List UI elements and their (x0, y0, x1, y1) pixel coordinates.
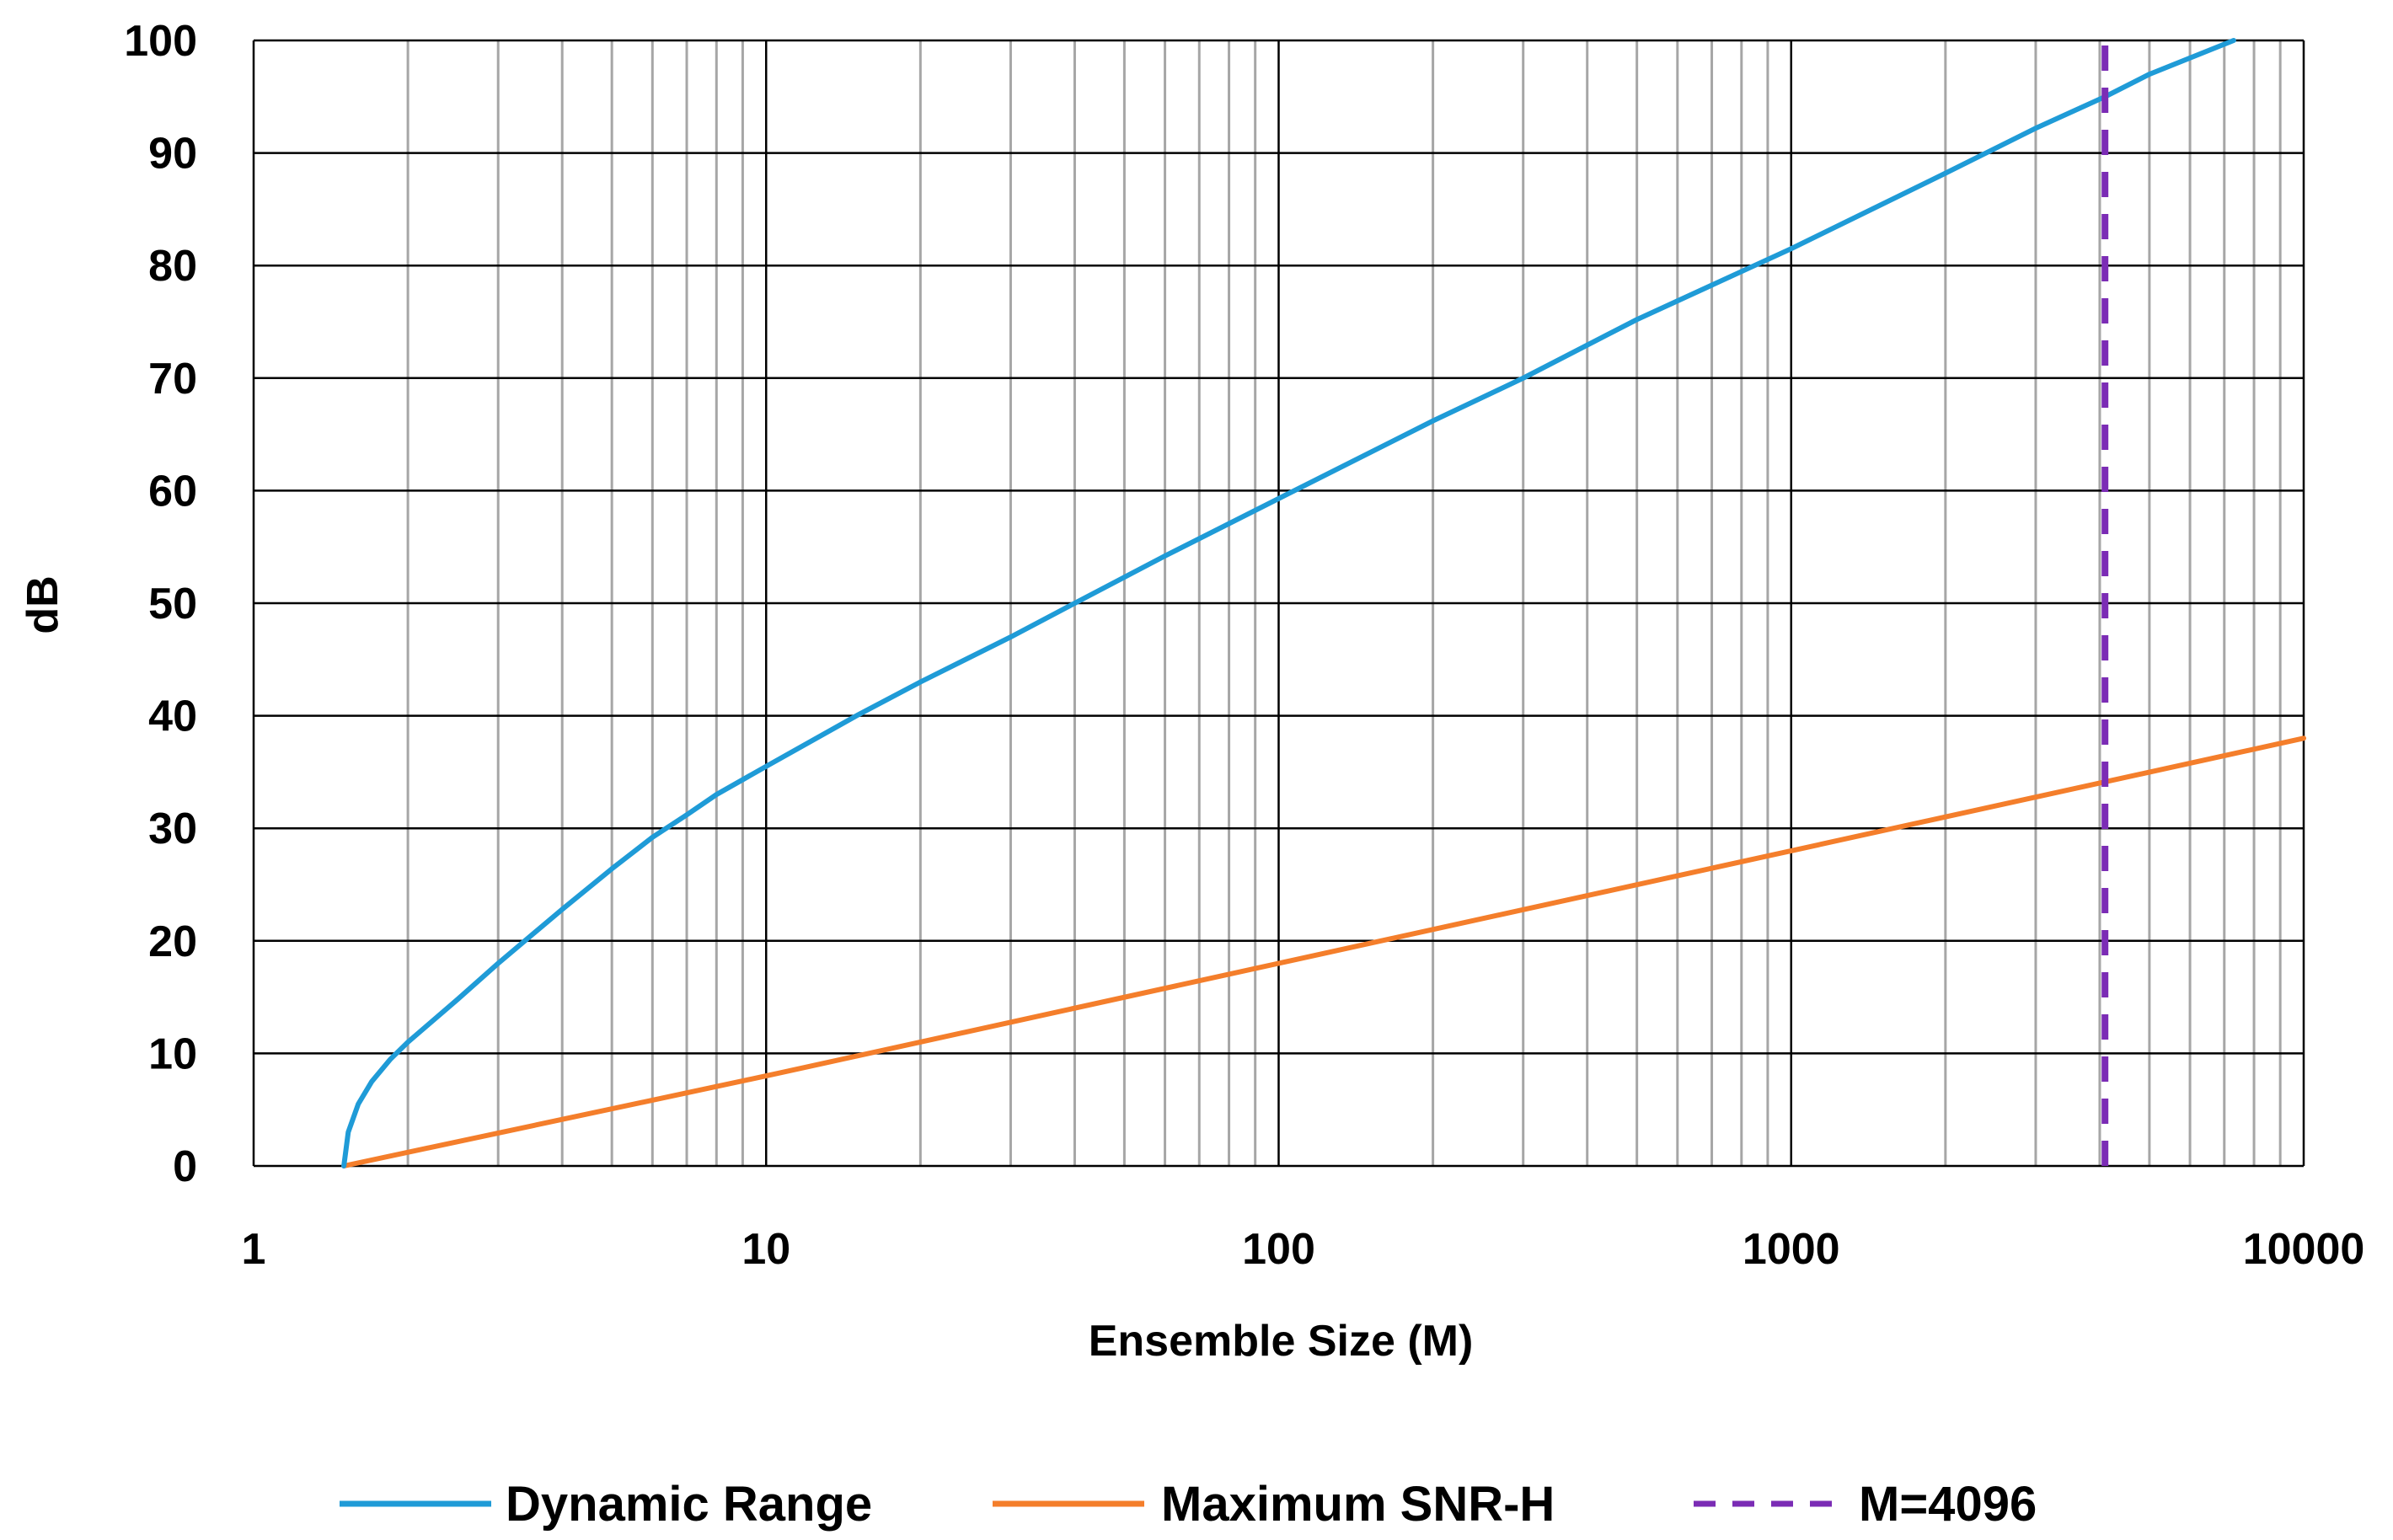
legend-label-m-4096: M=4096 (1859, 1477, 2037, 1532)
legend-label-dynamic-range: Dynamic Range (506, 1477, 872, 1532)
y-tick-label: 70 (148, 355, 197, 404)
y-tick-label: 90 (148, 130, 197, 179)
x-tick-label: 10000 (2243, 1225, 2365, 1274)
y-tick-label: 40 (148, 692, 197, 741)
legend-item-dynamic-range: Dynamic Range (340, 1477, 872, 1532)
x-tick-label: 1 (242, 1225, 266, 1274)
y-tick-labels: 0 10 20 30 40 50 60 70 80 90 100 (124, 17, 197, 1191)
major-gridlines (252, 39, 2305, 1168)
legend-item-m-4096: M=4096 (1694, 1477, 2037, 1532)
legend-label-maximum-snr-h: Maximum SNR-H (1161, 1477, 1555, 1532)
x-tick-labels: 1 10 100 1000 10000 (242, 1225, 2365, 1274)
y-tick-label: 30 (148, 805, 197, 853)
x-tick-label: 10 (741, 1225, 790, 1274)
x-tick-label: 1000 (1743, 1225, 1840, 1274)
y-tick-label: 80 (148, 242, 197, 291)
y-tick-label: 100 (124, 17, 197, 66)
series-layer (341, 38, 2306, 1168)
x-tick-label: 100 (1242, 1225, 1315, 1274)
series-line-maximum-snr-h (341, 735, 2306, 1168)
x-axis-title: Ensemble Size (M) (1089, 1317, 1474, 1366)
legend-item-maximum-snr-h: Maximum SNR-H (993, 1477, 1555, 1532)
legend: Dynamic Range Maximum SNR-H M=4096 (340, 1477, 2037, 1532)
y-axis-title: dB (19, 575, 67, 634)
y-tick-label: 20 (148, 917, 197, 966)
y-tick-label: 10 (148, 1029, 197, 1078)
y-tick-label: 50 (148, 580, 197, 628)
series-line-dynamic-range (341, 38, 2236, 1168)
y-tick-label: 0 (173, 1142, 197, 1191)
y-tick-label: 60 (148, 467, 197, 516)
